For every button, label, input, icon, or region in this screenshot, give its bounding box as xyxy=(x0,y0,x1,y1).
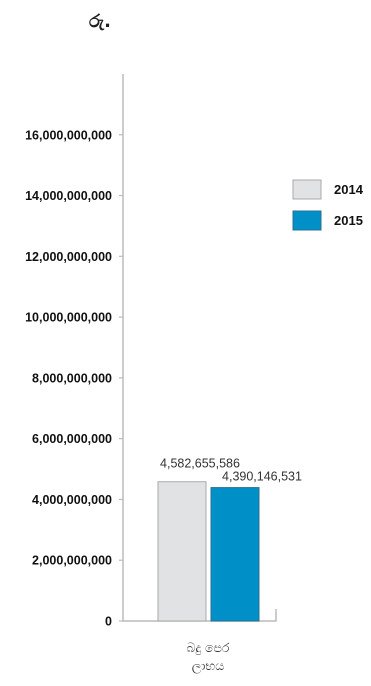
data-label-2015: 4,390,146,531 xyxy=(222,470,302,484)
y-tick-label: 4,000,000,000 xyxy=(32,493,112,507)
y-tick-label: 6,000,000,000 xyxy=(32,432,112,446)
y-tick-label: 10,000,000,000 xyxy=(25,311,112,325)
x-category-label: බදු පෙර ලාභය xyxy=(187,640,230,674)
legend-label-2014: 2014 xyxy=(334,182,364,197)
y-tick-label: 16,000,000,000 xyxy=(25,128,112,142)
legend-swatch-2014 xyxy=(292,179,322,200)
y-tick-label: 12,000,000,000 xyxy=(25,250,112,264)
y-tick-label: 0 xyxy=(105,615,112,629)
y-tick-label: 14,000,000,000 xyxy=(25,189,112,203)
data-label-2014: 4,582,655,586 xyxy=(160,457,240,471)
x-axis: බදු පෙර ලාභය xyxy=(187,640,230,674)
bar-2015 xyxy=(210,487,260,622)
unit-label: රු. xyxy=(89,11,111,32)
legend-swatch-2015 xyxy=(292,210,322,231)
bar-2014 xyxy=(157,481,207,622)
y-tick-label: 2,000,000,000 xyxy=(32,554,112,568)
legend-label-2015: 2015 xyxy=(334,213,363,228)
y-tick-label: 8,000,000,000 xyxy=(32,371,112,385)
y-axis: 0 2,000,000,000 4,000,000,000 6,000,000,000… xyxy=(25,74,277,629)
legend: 2014 2015 xyxy=(292,179,364,231)
